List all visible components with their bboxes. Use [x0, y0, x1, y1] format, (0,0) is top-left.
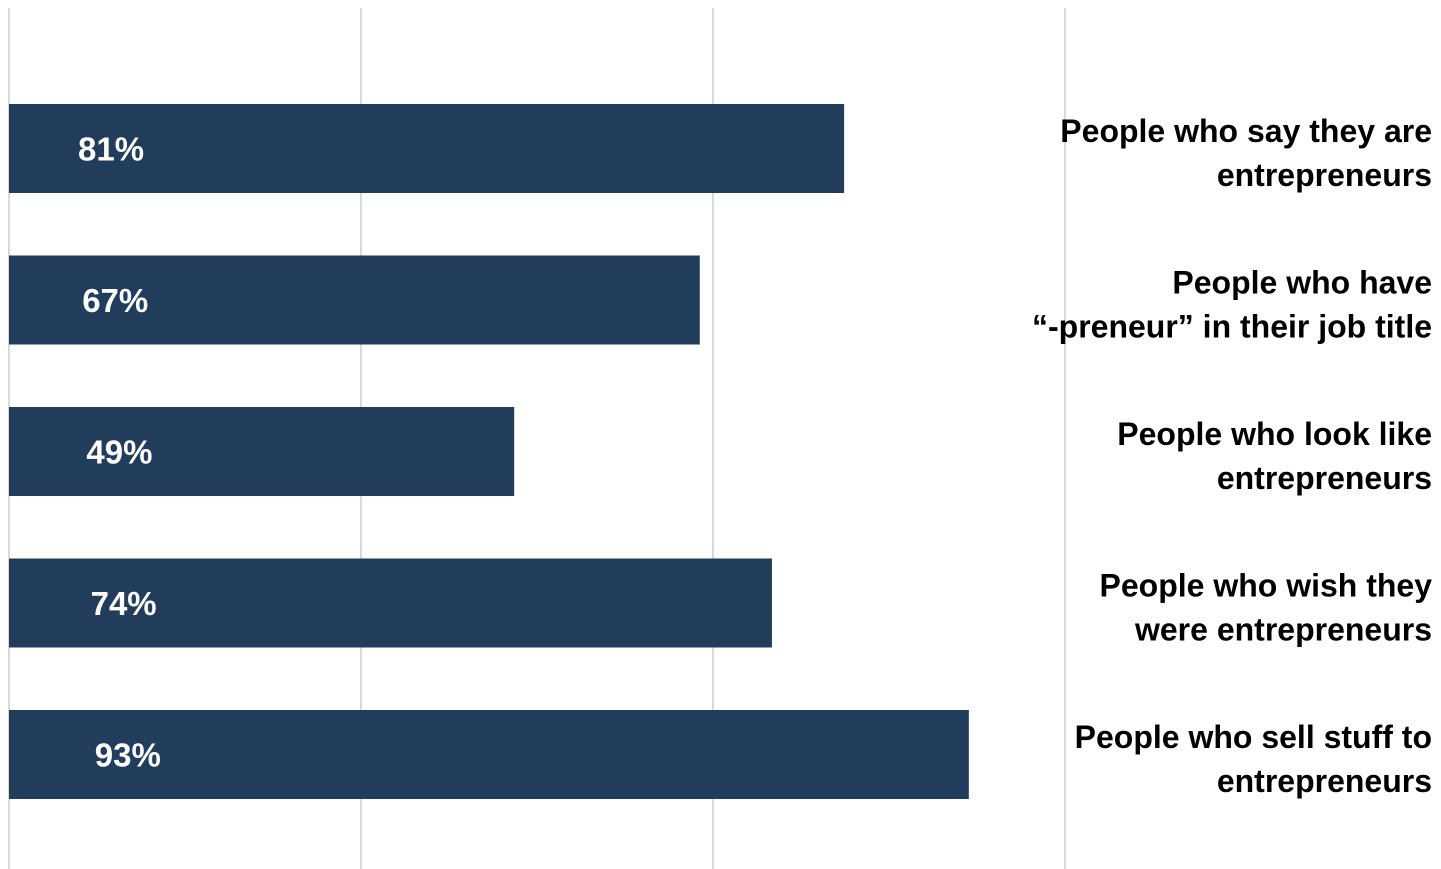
category-label-line: entrepreneurs — [1217, 763, 1432, 799]
category-label-1: People who have “-preneur” in their job t… — [1032, 265, 1432, 345]
bar-2 — [9, 407, 515, 496]
bar-1 — [9, 255, 700, 345]
category-label-line: entrepreneurs — [1217, 460, 1432, 496]
category-label-line: were entrepreneurs — [1134, 612, 1432, 648]
category-label-3: People who wish they were entrepreneurs — [1100, 568, 1433, 648]
bar-value-label-3: 74% — [91, 585, 157, 622]
bar-value-label-0: 81% — [78, 131, 144, 168]
category-label-line: People who say they are — [1060, 113, 1432, 149]
category-label-line: People who have — [1172, 265, 1432, 301]
bar-4 — [9, 710, 969, 799]
category-label-0: People who say they are entrepreneurs — [1060, 113, 1432, 193]
category-label-line: People who wish they — [1100, 568, 1433, 604]
category-label-line: entrepreneurs — [1217, 157, 1432, 193]
bar-value-label-4: 93% — [95, 737, 161, 774]
bar-value-label-2: 49% — [86, 434, 152, 471]
category-label-line: People who look like — [1117, 416, 1432, 452]
bars: 81% 67% 49% 74% 93% — [9, 104, 969, 799]
category-labels: People who say they are entrepreneursPeop… — [1032, 113, 1432, 799]
category-label-4: People who sell stuff to entrepreneurs — [1075, 719, 1432, 799]
bar-value-label-1: 67% — [82, 282, 148, 319]
category-label-line: “-preneur” in their job title — [1032, 309, 1432, 345]
bar-0 — [9, 104, 845, 193]
category-label-2: People who look like entrepreneurs — [1117, 416, 1432, 496]
category-label-line: People who sell stuff to — [1075, 719, 1432, 755]
bar-3 — [9, 558, 772, 648]
